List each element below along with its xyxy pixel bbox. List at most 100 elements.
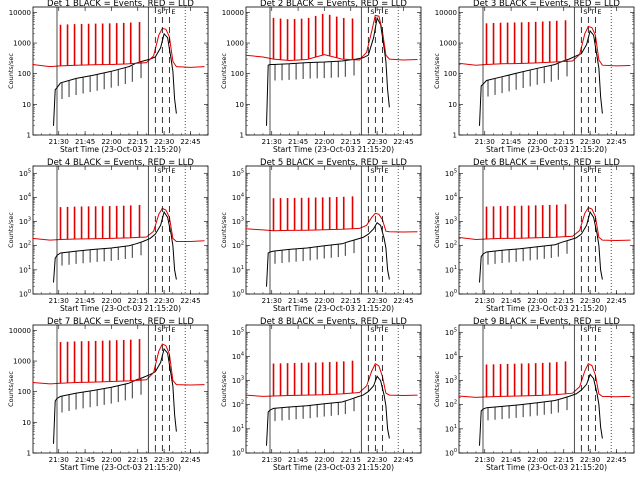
x-axis-label: Start Time (23-Oct-03 21:15:20) [486,145,607,154]
y-tick-label: 105 [445,168,457,178]
x-tick-label: 21:45 [288,138,308,146]
y-tick-label: 100 [232,289,244,299]
x-tick-label: 22:00 [314,456,334,464]
y-tick-label: 100 [445,448,457,458]
y-tick-label: 102 [19,241,31,251]
y-tick-label: 104 [232,351,244,361]
x-tick-label: 22:30 [580,456,600,464]
y-axis-label: Counts/sec [220,371,228,407]
x-tick-label: 22:00 [527,456,547,464]
y-tick-label: 1000 [226,40,244,48]
x-axis-label: Start Time (23-Oct-03 21:15:20) [273,304,394,313]
x-tick-label: 22:45 [606,297,626,305]
chart-title: Det 6 BLACK = Events, RED = LLD [473,158,620,168]
series-line-lld [245,14,418,62]
y-tick-label: 103 [445,217,457,227]
y-tick-label: 102 [232,241,244,251]
x-tick-label: 22:00 [527,297,547,305]
interval-marker-label: T [589,8,594,16]
series-line-events [53,347,177,444]
x-tick-label: 22:15 [554,297,574,305]
x-tick-label: 22:30 [367,456,387,464]
x-tick-label: 22:45 [180,456,200,464]
plot-frame [458,6,635,136]
interval-marker-label: T [376,167,381,175]
series-line-events [479,29,603,126]
x-tick-label: 22:15 [341,297,361,305]
chart-panel-det-2: Det 2 BLACK = Events, RED = LLD 1 10 100 100… [220,0,422,154]
x-tick-label: 21:45 [75,456,95,464]
y-tick-label: 10000 [435,9,457,17]
x-tick-label: 21:45 [75,138,95,146]
x-tick-label: 21:45 [288,297,308,305]
chart-title: Det 9 BLACK = Events, RED = LLD [473,317,620,327]
chart-title: Det 5 BLACK = Events, RED = LLD [260,158,407,168]
series-line-lld [245,212,418,233]
x-axis-label: Start Time (23-Oct-03 21:15:20) [486,304,607,313]
x-tick-label: 22:00 [101,456,121,464]
x-tick-label: 21:30 [262,138,282,146]
x-tick-label: 22:15 [554,456,574,464]
chart-panel-det-1: Det 1 BLACK = Events, RED = LLD 1 10 100 100… [7,0,209,154]
series-line-events [53,210,177,283]
x-tick-label: 21:30 [49,297,69,305]
x-tick-label: 22:00 [101,138,121,146]
y-tick-label: 10 [22,419,31,427]
series-line-lld [458,363,631,398]
x-tick-label: 22:15 [128,297,148,305]
chart-panel-det-6: Det 6 BLACK = Events, RED = LLD 100 101 102… [433,158,635,313]
plot-frame [245,6,422,136]
interval-marker-label: T [163,8,168,16]
y-tick-label: 103 [445,376,457,386]
y-tick-label: 10000 [9,9,31,17]
interval-marker-label: S [370,8,374,16]
y-tick-label: 100 [18,388,31,396]
y-tick-label: 100 [18,70,31,78]
y-tick-label: 1000 [13,40,31,48]
y-tick-label: 101 [232,265,244,275]
x-tick-label: 22:15 [128,456,148,464]
y-tick-label: 102 [445,241,457,251]
y-tick-label: 104 [232,192,244,202]
series-line-lld [32,207,205,242]
interval-marker-label: E [597,326,601,334]
interval-marker-label: E [597,8,601,16]
series-line-events [479,210,603,283]
y-tick-label: 103 [19,217,31,227]
y-axis-label: Counts/sec [433,53,441,89]
interval-marker-label: S [370,167,374,175]
x-tick-label: 22:30 [154,138,174,146]
y-axis-label: Counts/sec [433,371,441,407]
chart-title: Det 2 BLACK = Events, RED = LLD [260,0,407,9]
y-tick-label: 1000 [439,40,457,48]
interval-marker-label: S [157,326,161,334]
y-axis-label: Counts/sec [433,212,441,248]
y-tick-label: 10000 [222,9,244,17]
x-axis-label: Start Time (23-Oct-03 21:15:20) [60,463,181,472]
interval-marker-label: E [171,326,175,334]
x-tick-label: 21:45 [288,456,308,464]
interval-marker-label: S [157,8,161,16]
y-tick-label: 101 [445,424,457,434]
x-tick-label: 21:30 [49,138,69,146]
series-line-events [266,16,390,126]
series-line-lld [458,206,631,242]
x-tick-label: 21:30 [475,138,495,146]
interval-marker-label: T [589,326,594,334]
y-tick-label: 104 [19,192,31,202]
x-tick-label: 21:45 [75,297,95,305]
x-tick-label: 22:45 [180,138,200,146]
chart-title: Det 4 BLACK = Events, RED = LLD [47,158,194,168]
x-tick-label: 22:30 [580,138,600,146]
interval-marker-label: E [384,326,388,334]
interval-marker-label: E [384,8,388,16]
x-tick-label: 22:45 [393,138,413,146]
y-tick-label: 10000 [9,327,31,335]
interval-marker-label: S [583,326,587,334]
x-tick-label: 21:30 [49,456,69,464]
chart-title: Det 3 BLACK = Events, RED = LLD [473,0,620,9]
x-tick-label: 21:30 [262,456,282,464]
y-axis-label: Counts/sec [7,371,15,407]
y-tick-label: 10 [235,101,244,109]
plot-frame [458,324,635,454]
